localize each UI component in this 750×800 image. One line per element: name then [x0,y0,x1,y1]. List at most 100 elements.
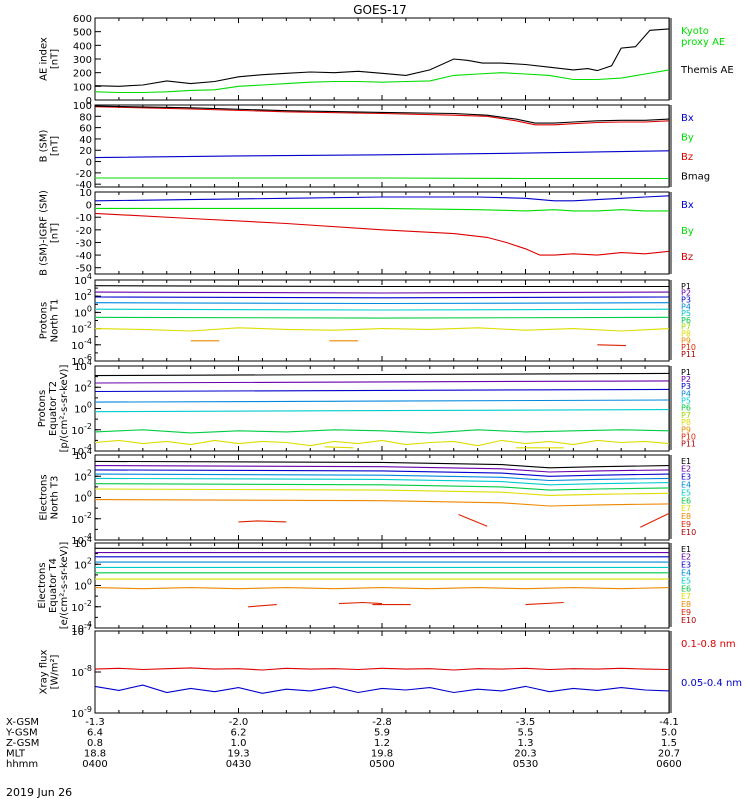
legend-entry: By [681,226,694,237]
legend-entry: E5 [681,576,691,585]
legend-entry: E3 [681,473,691,482]
legend-entry: P7 [681,411,691,420]
series-p7 [94,439,670,447]
series-bx [94,195,670,202]
y-tick-label: 102 [74,556,92,571]
legend-entry: proxy AE [681,37,725,48]
ephemeris-value: 0400 [82,759,107,770]
ephemeris-value: 1.3 [518,738,534,749]
legend-entry: E6 [681,584,691,593]
series-e5 [94,477,670,486]
ephemeris-value: 5.0 [661,728,677,739]
legend-entry: P11 [681,440,696,449]
legend-entry: Themis AE [680,65,734,76]
y-tick-label: 100 [74,304,92,319]
y-tick-label: 10-2 [71,511,92,526]
y-tick-label: -10 [76,213,92,224]
ephemeris-value: -2.0 [229,717,249,728]
panel-3: -50 -40 -30-20 -100 10 B (SM)-IGRF (SM) [nT] Bx… [39,188,694,276]
y-tick-label: 80 [79,112,92,123]
y-axis-label: [W/m²] [50,654,61,689]
series-p4 [94,302,670,305]
x-axis-block: X-GSM -1.3 -2.0 -2.8 -3.5 -4.1 Y-GSM 6.4 6.2 5.9 5… [5,717,682,770]
ephemeris-value: 1.2 [374,738,390,749]
y-tick-label: 200 [73,69,92,80]
legend-entry: E10 [681,616,696,625]
legend-entry: P2 [681,375,691,384]
series-0-05-0-4-nm [94,684,670,694]
y-tick-label: 10 [79,188,92,199]
legend-entry: E8 [681,600,691,609]
series-e4 [94,473,670,482]
y-tick-label: 10-2 [71,422,92,437]
legend-entry: E4 [681,569,691,578]
y-axis-label: Equator T2 [48,381,59,436]
panel-frame [94,542,670,629]
y-tick-label: -40 [76,180,92,191]
legend-entry: P3 [681,382,691,391]
ephemeris-value: 5.9 [374,728,390,739]
series-bz [94,106,670,126]
y-axis-label: Electrons [37,562,48,608]
ephemeris-row-label: X-GSM [6,717,39,728]
legend-entry: P4 [681,389,691,398]
y-tick-label: -20 [76,169,92,180]
legend-entry: E7 [681,592,691,601]
legend-entry: P8 [681,330,691,339]
ephemeris-value: -1.3 [85,717,105,728]
ephemeris-value: 18.8 [84,749,106,760]
y-axis-label: Electrons [39,474,50,520]
legend-entry: P1 [681,368,691,377]
y-tick-label: 102 [74,468,92,483]
legend-entry: P3 [681,295,691,304]
y-tick-label: 0 [86,201,92,212]
series-p5 [94,409,670,413]
legend-entry: P6 [681,316,691,325]
series-e8 [94,587,670,590]
y-axis-label: [p/(cm²-s-sr-keV)] [59,365,70,453]
ephemeris-value: 20.7 [658,749,680,760]
legend-entry: E6 [681,496,691,505]
data-segment [238,520,287,523]
legend-entry: 0.05-0.4 nm [681,678,742,689]
legend-entry: 0.1-0.8 nm [681,639,736,650]
series-p4 [94,399,670,403]
ephemeris-value: 1.5 [661,738,677,749]
y-tick-label: 500 [73,28,92,39]
ephemeris-row-label: hhmm [6,759,38,770]
legend-entry: P10 [681,432,696,441]
legend-entry: Bx [681,200,694,211]
series-bmag [94,105,670,124]
data-segment [248,604,277,608]
series-p5 [94,308,670,311]
legend-entry: E9 [681,608,691,617]
data-segment [338,601,383,605]
ephemeris-value: 5.5 [518,728,534,739]
legend-entry: E5 [681,488,691,497]
series-e2 [94,465,670,473]
legend-entry: P7 [681,323,691,332]
y-tick-label: 100 [74,490,92,505]
y-axis-label: [nT] [50,136,61,156]
y-tick-label: 100 [74,401,92,416]
data-segment [458,513,488,527]
panel-frame [94,17,670,101]
legend-entry: P11 [681,350,696,359]
y-tick-label: -50 [76,264,92,275]
series-p3 [94,296,670,299]
ephemeris-row-label: Y-GSM [5,728,38,739]
legend-entry: Bz [681,152,693,163]
ephemeris-value: 19.3 [227,749,249,760]
y-axis-label: Protons [39,302,50,339]
data-segment [597,344,627,347]
series-by [95,177,669,180]
y-axis-label: [nT] [50,49,61,69]
legend-entry: Bx [681,113,694,124]
series-kyoto-proxy-ae [94,69,670,94]
panel-frame [94,365,670,452]
y-tick-label: 40 [79,135,92,146]
series-0-1-0-8-nm [94,667,670,671]
